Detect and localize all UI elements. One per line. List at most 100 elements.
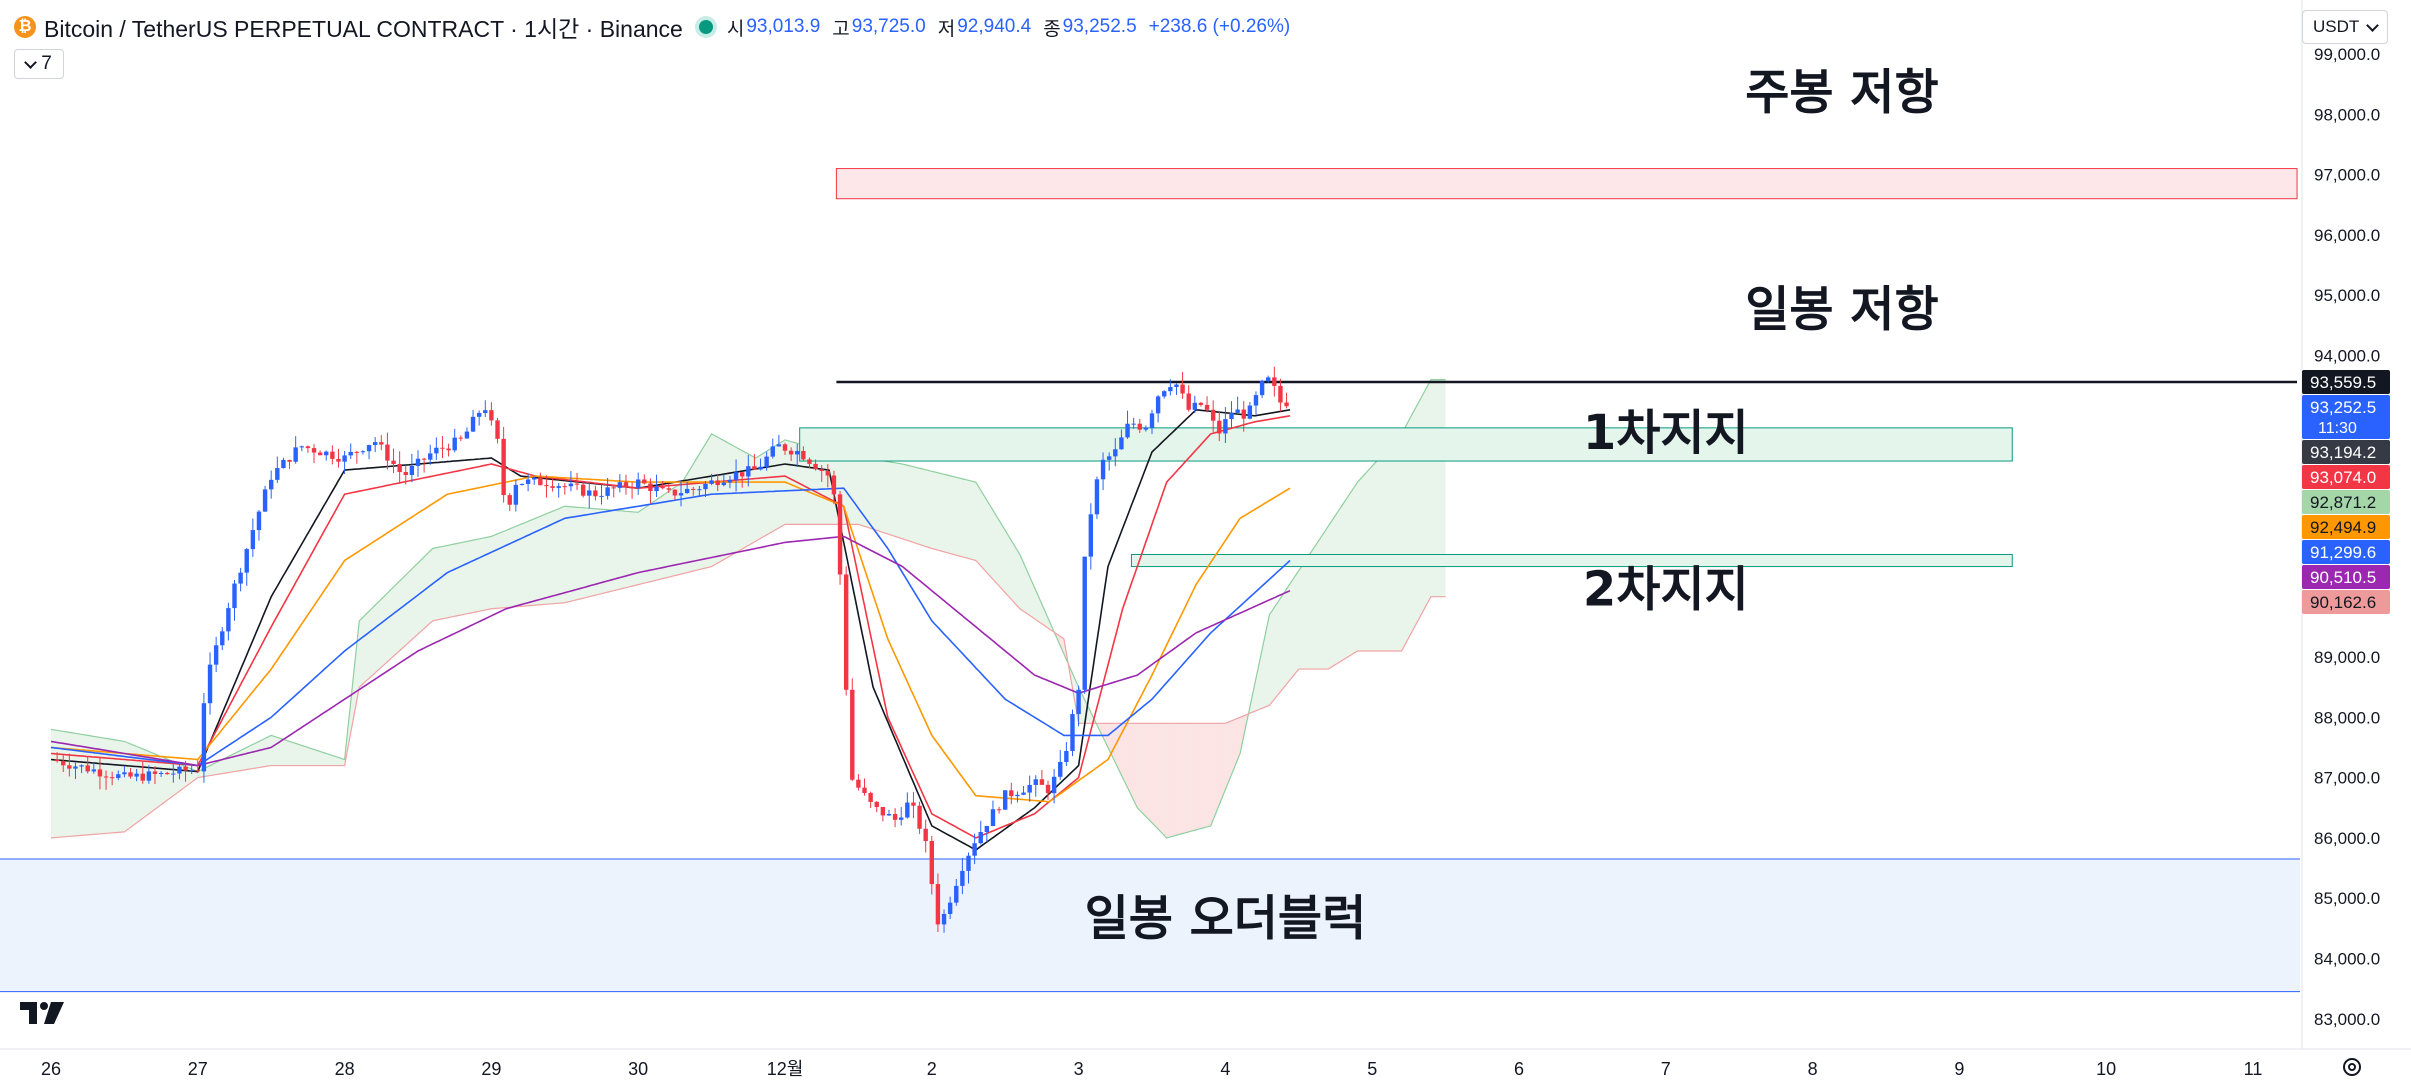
candle-bullish bbox=[409, 453, 415, 483]
candle-bullish bbox=[886, 809, 892, 816]
candle-body bbox=[788, 450, 794, 455]
price-tick-label: 87,000.0 bbox=[2314, 769, 2380, 788]
ichimoku-cloud-bearish bbox=[1228, 720, 1232, 783]
candle-bullish bbox=[177, 762, 182, 780]
candle-bullish bbox=[617, 474, 623, 493]
price-axis-label-text: 91,299.6 bbox=[2310, 543, 2376, 562]
candle-bullish bbox=[1149, 409, 1155, 435]
candle-body bbox=[874, 801, 879, 807]
ichimoku-cloud-bearish bbox=[1163, 723, 1167, 838]
price-axis-label-text: 93,252.5 bbox=[2310, 398, 2376, 417]
candle-body bbox=[568, 483, 574, 487]
candle-body bbox=[189, 770, 194, 772]
candle-bullish bbox=[678, 480, 684, 507]
candle-body bbox=[476, 412, 482, 417]
candle-bearish bbox=[458, 435, 464, 442]
price-axis-label-text: 92,494.9 bbox=[2310, 518, 2376, 537]
candle-bullish bbox=[1003, 790, 1008, 811]
candle-bearish bbox=[819, 465, 824, 482]
candle-bullish bbox=[960, 857, 965, 895]
candle-bearish bbox=[807, 457, 812, 469]
candle-body bbox=[1106, 456, 1112, 460]
candle-bullish bbox=[434, 437, 439, 461]
candle-body bbox=[972, 843, 977, 856]
candle-body bbox=[428, 453, 433, 460]
candle-bullish bbox=[1088, 503, 1094, 570]
candle-bullish bbox=[1100, 452, 1106, 491]
candle-bearish bbox=[580, 481, 586, 498]
candle-bullish bbox=[1131, 417, 1136, 429]
candle-bearish bbox=[54, 752, 60, 763]
candle-body bbox=[360, 451, 366, 453]
candle-bearish bbox=[752, 454, 757, 470]
candle-bullish bbox=[1064, 742, 1069, 766]
candle-body bbox=[1149, 413, 1155, 428]
ichimoku-cloud-bearish bbox=[1099, 723, 1103, 736]
candle-bearish bbox=[874, 801, 879, 813]
candle-bullish bbox=[770, 438, 775, 459]
ichimoku-cloud-bearish bbox=[1237, 717, 1241, 761]
candle-bullish bbox=[703, 481, 708, 498]
candle-body bbox=[158, 772, 164, 774]
time-tick-label: 9 bbox=[1954, 1059, 1964, 1079]
candle-body bbox=[379, 442, 384, 445]
candle-body bbox=[764, 456, 769, 467]
candle-bullish bbox=[1027, 775, 1032, 802]
ichimoku-cloud-bearish bbox=[1190, 723, 1194, 832]
candle-body bbox=[128, 772, 133, 777]
tradingview-logo-icon[interactable] bbox=[20, 1000, 66, 1026]
ichimoku-cloud-bearish bbox=[1240, 716, 1244, 754]
ichimoku-cloud-bearish bbox=[1154, 723, 1158, 829]
candle-bullish bbox=[238, 567, 243, 592]
currency-select[interactable]: USDT bbox=[2302, 10, 2388, 44]
time-tick-label: 29 bbox=[481, 1059, 501, 1079]
candle-body bbox=[244, 549, 249, 573]
candle-body bbox=[758, 466, 763, 470]
gear-icon[interactable] bbox=[2340, 1055, 2364, 1079]
price-tick-label: 89,000.0 bbox=[2314, 648, 2380, 667]
open-label: 시 bbox=[726, 18, 745, 40]
ichimoku-cloud-bearish bbox=[1193, 723, 1197, 831]
candle-body bbox=[458, 437, 464, 439]
indicators-toggle-button[interactable]: 7 bbox=[14, 49, 64, 79]
ichimoku-cloud-bearish bbox=[1128, 723, 1132, 796]
candle-body bbox=[385, 444, 390, 461]
candle-bearish bbox=[917, 801, 922, 834]
candle-bullish bbox=[262, 485, 268, 512]
candle-bearish bbox=[629, 482, 635, 499]
candle-bullish bbox=[366, 444, 372, 460]
candle-bearish bbox=[495, 418, 500, 444]
candle-body bbox=[1100, 459, 1106, 480]
moving-average-2 bbox=[50, 415, 1291, 839]
candle-body bbox=[250, 530, 256, 550]
price-tick-label: 99,000.0 bbox=[2314, 45, 2380, 64]
candle-bearish bbox=[843, 566, 849, 696]
ichimoku-cloud-bearish bbox=[1137, 723, 1141, 811]
candle-body bbox=[1015, 794, 1020, 797]
candle-body bbox=[213, 645, 219, 665]
candle-bearish bbox=[996, 806, 1002, 814]
candle-body bbox=[73, 766, 78, 769]
candle-body bbox=[1094, 479, 1100, 515]
candle-body bbox=[403, 472, 408, 476]
candle-body bbox=[752, 466, 757, 470]
candle-bearish bbox=[379, 435, 384, 451]
ichimoku-cloud-bearish bbox=[1143, 723, 1147, 817]
price-tick-label: 85,000.0 bbox=[2314, 889, 2380, 908]
candle-bullish bbox=[697, 486, 702, 497]
candle-bearish bbox=[611, 485, 616, 498]
candle-body bbox=[1192, 402, 1198, 410]
candle-body bbox=[1223, 419, 1228, 434]
candle-bearish bbox=[330, 445, 335, 465]
price-axis-label: 93,559.5 bbox=[2302, 370, 2390, 395]
candle-body bbox=[636, 479, 641, 488]
candle-body bbox=[165, 772, 170, 775]
candle-bearish bbox=[788, 447, 794, 462]
candle-bullish bbox=[733, 459, 739, 492]
candle-bearish bbox=[782, 442, 788, 456]
candle-bullish bbox=[226, 602, 231, 641]
symbol-title[interactable]: Bitcoin / TetherUS PERPETUAL CONTRACT · … bbox=[44, 16, 683, 42]
candle-body bbox=[1039, 779, 1045, 785]
